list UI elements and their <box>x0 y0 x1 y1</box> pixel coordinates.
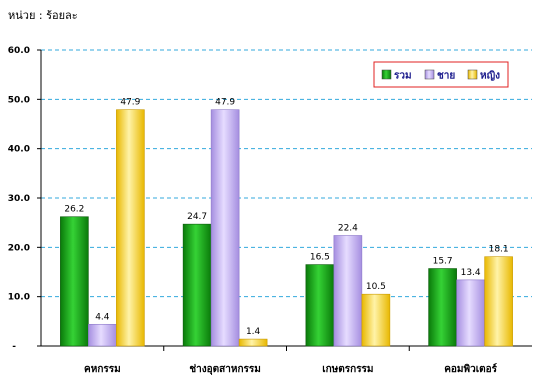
y-tick-label: 40.0 <box>8 145 30 155</box>
legend-box <box>373 61 509 88</box>
legend-swatch <box>381 69 392 80</box>
legend-label: หญิง <box>480 70 500 82</box>
legend: รวม ชาย หญิง <box>373 61 509 88</box>
bar <box>210 109 240 347</box>
data-label: 18.1 <box>489 245 509 255</box>
y-tick-label: 50.0 <box>8 95 30 105</box>
data-label: 16.5 <box>310 253 330 263</box>
data-label: 10.5 <box>366 282 386 292</box>
y-tick-label: - <box>12 342 16 352</box>
bar <box>333 235 363 347</box>
data-label: 24.7 <box>187 212 207 222</box>
data-label: 22.4 <box>338 223 358 233</box>
category-label: เกษตรกรรม <box>322 364 373 375</box>
category-label: คอมพิวเตอร์ <box>444 363 497 375</box>
data-label: 26.2 <box>64 205 84 215</box>
data-label: 13.4 <box>461 268 481 278</box>
bar <box>428 268 457 347</box>
legend-label: รวม <box>394 71 412 82</box>
data-label: 15.7 <box>433 257 453 267</box>
category-label: ช่างอุตสาหกรรม <box>189 363 260 375</box>
unit-label: หน่วย : ร้อยละ <box>8 9 78 22</box>
data-label: 4.4 <box>95 312 110 322</box>
bar <box>456 279 485 347</box>
legend-label: ชาย <box>437 71 455 82</box>
legend-swatch <box>467 69 478 80</box>
bar <box>484 256 513 347</box>
axes: - 10.0 20.0 30.0 40.0 50.0 60.0 คหกรรม ช่างอุตสา… <box>8 46 532 375</box>
bar <box>361 293 391 347</box>
bar <box>238 338 268 347</box>
data-labels: 26.2 4.4 47.9 24.7 47.9 1.4 16.5 22.4 10.5 15.7 13… <box>64 98 508 337</box>
legend-swatch <box>424 69 435 80</box>
bar <box>305 264 335 347</box>
y-tick-label: 10.0 <box>8 293 30 303</box>
bar <box>88 323 117 347</box>
y-tick-label: 30.0 <box>8 194 30 204</box>
category-label: คหกรรม <box>84 364 121 375</box>
bar <box>182 223 212 347</box>
data-label: 47.9 <box>215 98 235 108</box>
data-label: 1.4 <box>246 327 261 337</box>
bar <box>116 109 145 347</box>
y-tick-label: 60.0 <box>8 46 30 56</box>
bar <box>60 216 89 347</box>
y-tick-label: 20.0 <box>8 243 30 253</box>
data-label: 47.9 <box>120 98 140 108</box>
bars <box>60 109 513 347</box>
